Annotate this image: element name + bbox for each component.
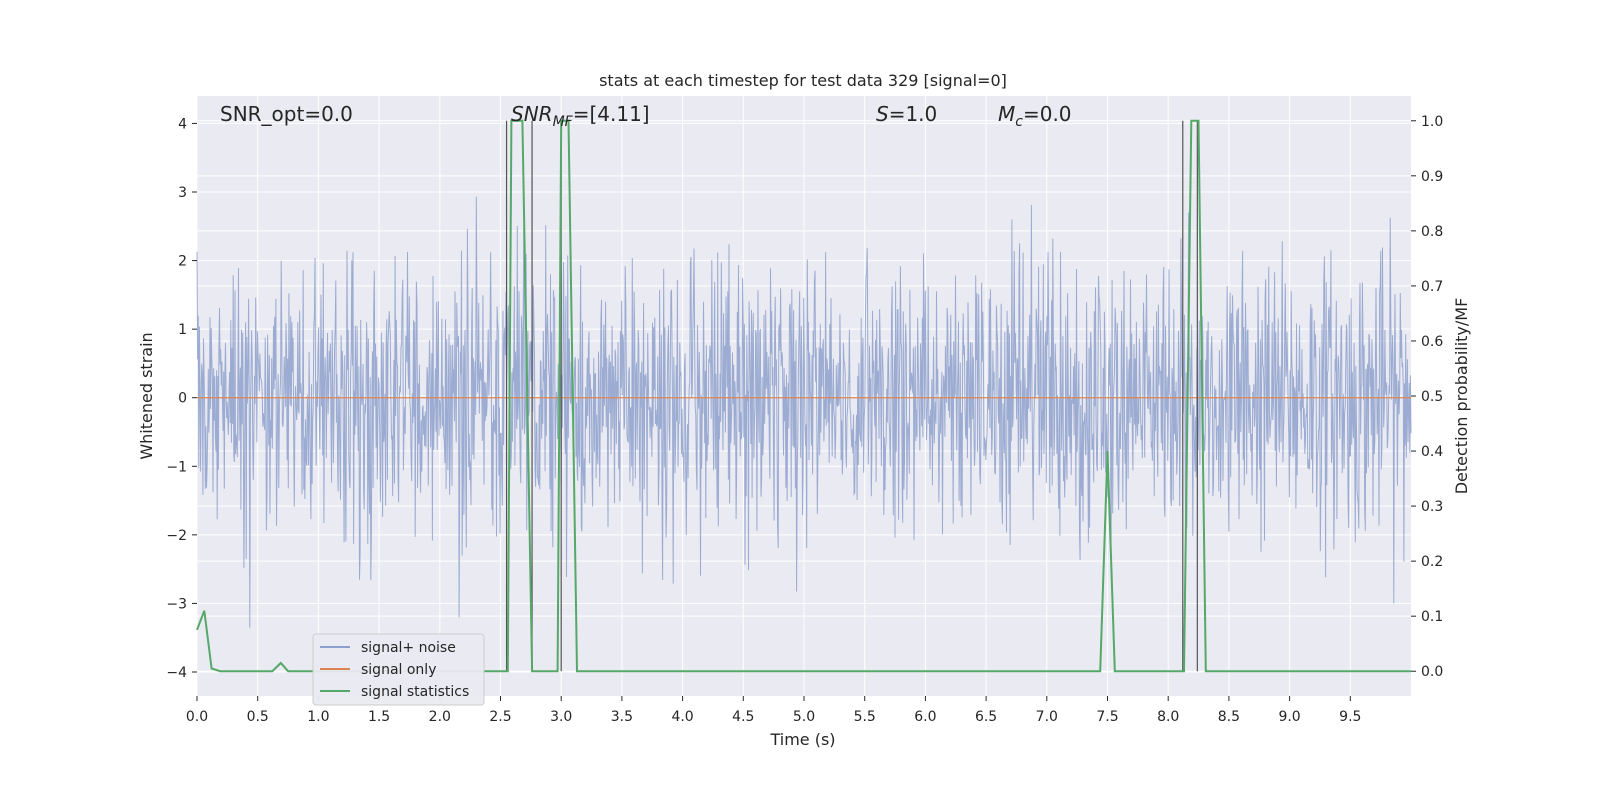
y2-tick-label: 0.3 (1421, 499, 1443, 515)
legend-label-signal-statistics: signal statistics (361, 684, 469, 700)
annotation-snr-mf-value: =[4.11] (573, 102, 650, 126)
vertical-markers (505, 120, 1198, 672)
x-tick-label: 7.0 (1036, 709, 1058, 725)
x-tick-label: 2.5 (489, 709, 511, 725)
chart-title: stats at each timestep for test data 329… (599, 71, 1007, 90)
y-tick-label: 3 (178, 185, 187, 201)
x-tick-label: 5.0 (793, 709, 815, 725)
x-tick-label: 8.0 (1157, 709, 1179, 725)
x-tick-label: 9.5 (1339, 709, 1361, 725)
x-tick-label: 3.5 (611, 709, 633, 725)
annotation-snr-opt: SNR_opt=0.0 (220, 102, 353, 126)
x-tick-label: 0.0 (186, 709, 208, 725)
x-tick-label: 0.5 (247, 709, 269, 725)
y2-axis-label: Detection probability/MF (1452, 298, 1471, 495)
y2-axis-ticks: 1.0 0.9 0.8 0.7 0.6 0.5 0.4 0.3 0.2 0.1 0.0 (1411, 114, 1443, 680)
series-signal-statistics (196, 119, 1411, 673)
x-axis-label: Time (s) (769, 730, 835, 749)
y2-tick-label: 0.0 (1421, 664, 1443, 680)
y2-tick-label: 0.8 (1421, 224, 1443, 240)
legend-box (312, 633, 485, 706)
y-axis-ticks: 4 3 2 1 0 −1 −2 −3 −4 (166, 116, 197, 681)
x-axis-ticks: 0.0 0.5 1.0 1.5 2.0 2.5 3.0 3.5 4.0 4.5 5.0 5.5 6.0 6… (186, 696, 1361, 725)
x-tick-label: 1.0 (307, 709, 329, 725)
y-tick-label: −2 (166, 528, 187, 544)
x-tick-label: 6.0 (914, 709, 936, 725)
y2-tick-label: 0.1 (1421, 609, 1443, 625)
legend-label-signal-only: signal only (361, 662, 436, 678)
y2-tick-label: 0.7 (1421, 279, 1443, 295)
series-signal-noise (196, 196, 1412, 628)
y-tick-label: 2 (178, 254, 187, 270)
annotation-snr-mf: SNRMF=[4.11] (511, 102, 650, 130)
y-tick-label: −3 (166, 596, 187, 612)
x-tick-label: 4.5 (732, 709, 754, 725)
x-tick-label: 3.0 (550, 709, 572, 725)
y2-tick-label: 0.5 (1421, 389, 1443, 405)
x-tick-label: 6.5 (975, 709, 997, 725)
annotation-s-value: =1.0 (889, 102, 938, 126)
x-tick-label: 7.5 (1096, 709, 1118, 725)
noise-line (196, 196, 1412, 628)
x-tick-label: 9.0 (1278, 709, 1300, 725)
annotation-s-label: S (876, 102, 889, 126)
x-tick-label: 5.5 (854, 709, 876, 725)
x-tick-label: 8.5 (1218, 709, 1240, 725)
y-tick-label: 0 (178, 391, 187, 407)
annotation-mc-value: =0.0 (1023, 102, 1072, 126)
legend-label-signal-noise: signal+ noise (361, 640, 456, 656)
annotation-s: S=1.0 (876, 102, 937, 126)
x-tick-label: 2.0 (429, 709, 451, 725)
legend: signal+ noise signal only signal statist… (312, 633, 485, 706)
annotation-mc-subscript: c (1015, 114, 1023, 130)
annotation-mc: Mc=0.0 (998, 102, 1072, 130)
x-tick-label: 4.0 (671, 709, 693, 725)
annotation-snr-mf-label: SNR (511, 102, 553, 126)
annotation-snr-mf-subscript: MF (553, 114, 574, 130)
annotation-mc-label: M (998, 102, 1015, 126)
y-tick-label: 1 (178, 322, 187, 338)
y2-tick-label: 0.2 (1421, 554, 1443, 570)
x-tick-label: 1.5 (368, 709, 390, 725)
y-tick-label: −4 (166, 665, 187, 681)
y-tick-label: −1 (166, 459, 187, 475)
y-axis-label: Whitened strain (137, 332, 156, 459)
y-tick-label: 4 (178, 116, 187, 132)
statistics-line (196, 119, 1411, 673)
y2-tick-label: 0.6 (1421, 334, 1443, 350)
y2-tick-label: 0.4 (1421, 444, 1443, 460)
y2-tick-label: 0.9 (1421, 169, 1443, 185)
y2-tick-label: 1.0 (1421, 114, 1443, 130)
